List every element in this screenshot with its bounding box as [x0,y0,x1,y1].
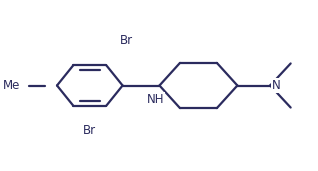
Text: Me: Me [3,79,20,92]
Text: Br: Br [120,34,133,47]
Text: Br: Br [83,124,96,137]
Text: NH: NH [147,93,164,106]
Text: N: N [272,79,281,92]
